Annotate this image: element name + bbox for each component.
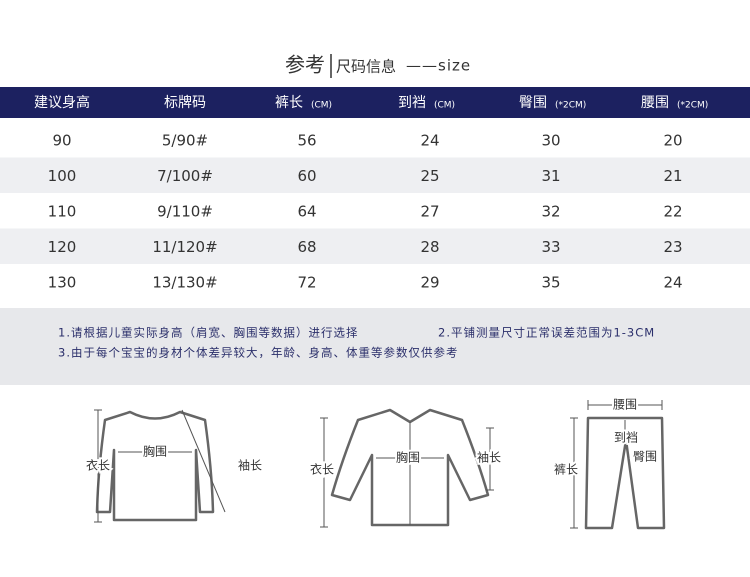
cell: 30 — [541, 131, 560, 149]
cell: 110 — [48, 202, 77, 220]
diagram-label: 袖长 — [238, 458, 262, 473]
diagram-label: 袖长 — [477, 450, 501, 465]
cell: 24 — [420, 131, 439, 149]
column-header: 标牌码 — [164, 94, 206, 111]
column-header: 建议身高 — [34, 94, 90, 111]
row-band — [0, 228, 750, 264]
cell: 22 — [663, 202, 682, 220]
column-unit: (CM) — [311, 101, 332, 111]
column-header: 裤长 — [275, 95, 303, 111]
cell: 9/110# — [157, 202, 213, 220]
cell: 20 — [663, 131, 682, 149]
column-header: 到裆 — [398, 95, 426, 111]
column-unit: (*2CM) — [555, 101, 586, 111]
cell: 120 — [48, 238, 77, 256]
sweater-diagram: 衣长 胸围 袖长 — [84, 409, 262, 523]
cell: 90 — [52, 131, 71, 149]
pants-diagram: 腰围 到裆 裤长 臀围 — [552, 396, 666, 530]
diagram-label: 裤长 — [554, 463, 578, 477]
title-suffix: ——size — [406, 57, 471, 75]
cell: 25 — [420, 167, 439, 185]
shirt-diagram: 衣长 胸围 袖长 — [308, 408, 503, 528]
title: 参考 — [285, 53, 325, 77]
cell: 60 — [297, 167, 316, 185]
diagram-label: 胸围 — [143, 444, 167, 459]
cell: 35 — [541, 273, 560, 291]
diagram-label: 胸围 — [396, 450, 420, 465]
cell: 72 — [297, 273, 316, 291]
diagram-label: 腰围 — [613, 398, 637, 412]
cell: 56 — [297, 131, 316, 149]
row-band — [0, 157, 750, 193]
cell: 21 — [663, 167, 682, 185]
column-unit: (*2CM) — [677, 101, 708, 111]
cell: 32 — [541, 202, 560, 220]
cell: 33 — [541, 238, 560, 256]
diagram-label: 衣长 — [86, 458, 110, 473]
cell: 11/120# — [152, 238, 217, 256]
notes-box — [0, 308, 750, 385]
cell: 64 — [297, 202, 316, 220]
note: 1.请根据儿童实际身高（肩宽、胸围等数据）进行选择 — [58, 326, 358, 340]
note: 2.平铺测量尺寸正常误差范围为1-3CM — [438, 326, 655, 340]
cell: 27 — [420, 202, 439, 220]
cell: 100 — [48, 167, 77, 185]
note: 3.由于每个宝宝的身材个体差异较大，年龄、身高、体重等参数仅供参考 — [58, 346, 458, 360]
diagram-label: 到裆 — [614, 431, 638, 445]
diagram-label: 臀围 — [633, 450, 657, 464]
cell: 31 — [541, 167, 560, 185]
cell: 68 — [297, 238, 316, 256]
table: 建议身高 标牌码 裤长 (CM) 到裆 (CM) 臀围 (*2CM) 腰围 (*2CM) 90 5/9… — [0, 94, 750, 291]
table-header — [0, 87, 750, 118]
column-header: 腰围 — [641, 95, 669, 111]
column-header: 臀围 — [519, 95, 547, 111]
cell: 7/100# — [157, 167, 213, 185]
column-unit: (CM) — [434, 101, 455, 111]
cell: 29 — [420, 273, 439, 291]
cell: 24 — [663, 273, 682, 291]
cell: 5/90# — [162, 131, 208, 149]
cell: 130 — [48, 273, 77, 291]
cell: 13/130# — [152, 273, 217, 291]
cell: 23 — [663, 238, 682, 256]
subtitle: 尺码信息 — [336, 58, 396, 76]
diagram-label: 衣长 — [310, 462, 334, 477]
cell: 28 — [420, 238, 439, 256]
